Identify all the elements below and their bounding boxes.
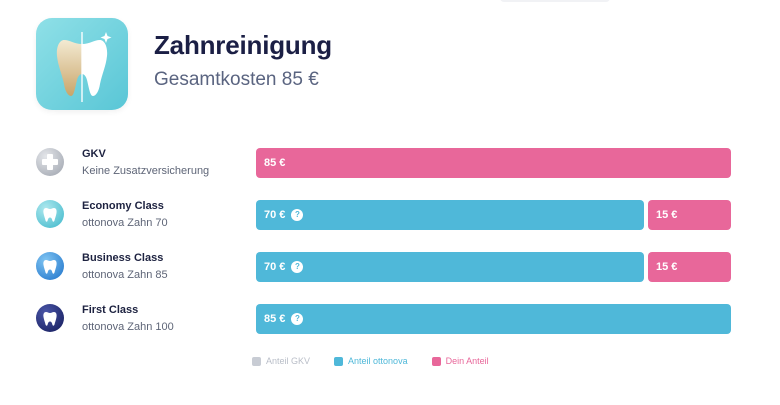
page-title: Zahnreinigung	[154, 29, 332, 60]
legend-swatch	[334, 356, 344, 366]
bar-amount: 85 €	[264, 313, 286, 325]
legend-label: Anteil ottonova	[348, 356, 408, 366]
tariff-row-first: First Class ottonova Zahn 100 85 €?	[36, 303, 736, 355]
bar-amount: 15 €	[656, 261, 678, 273]
ottonova-share-bar: 70 €?	[256, 200, 644, 230]
legend-swatch	[252, 356, 261, 366]
tooth-icon	[36, 200, 64, 228]
tooth-icon	[36, 304, 64, 332]
legend-swatch	[431, 356, 441, 366]
cost-bar: 70 €? 15 €	[256, 200, 731, 230]
cost-bar: 85 €	[256, 148, 731, 178]
legend-item: Anteil ottonova	[334, 356, 408, 366]
own-share-bar: 15 €	[648, 200, 731, 230]
bar-amount: 15 €	[656, 209, 678, 221]
legend-item: Dein Anteil	[431, 356, 489, 366]
tooth-cleaning-icon	[36, 18, 128, 110]
tariff-row-gkv: GKV Keine Zusatzversicherung 85 €	[36, 147, 736, 199]
help-icon[interactable]: ?	[291, 313, 304, 325]
legend-label: Anteil GKV	[266, 356, 311, 366]
legend-item: Anteil GKV	[252, 356, 310, 366]
header: Zahnreinigung Gesamtkosten 85 €	[36, 18, 332, 110]
own-share-bar: 15 €	[648, 252, 731, 282]
top-tab-indicator	[500, 0, 610, 2]
ottonova-share-bar: 85 €?	[256, 304, 731, 334]
ottonova-share-bar: 70 €?	[256, 252, 644, 282]
tariff-desc: ottonova Zahn 100	[82, 321, 174, 333]
plus-cross-icon	[36, 148, 64, 176]
tariff-desc: ottonova Zahn 85	[82, 269, 168, 281]
tariff-row-business: Business Class ottonova Zahn 85 70 €? 15 …	[36, 251, 736, 303]
total-cost: Gesamtkosten 85 €	[154, 68, 319, 90]
legend-label: Dein Anteil	[445, 356, 489, 366]
tariff-name: Economy Class	[82, 200, 164, 212]
cost-bar: 85 €?	[256, 304, 731, 334]
help-icon[interactable]: ?	[291, 209, 304, 221]
tariff-desc: Keine Zusatzversicherung	[82, 165, 210, 177]
bar-amount: 70 €	[264, 209, 286, 221]
tooth-icon	[36, 252, 64, 280]
cost-comparison: GKV Keine Zusatzversicherung 85 € Econom…	[36, 147, 736, 355]
help-icon[interactable]: ?	[291, 261, 304, 273]
cost-bar: 70 €? 15 €	[256, 252, 731, 282]
legend: Anteil GKV Anteil ottonova Dein Anteil	[252, 356, 513, 366]
tariff-name: First Class	[82, 304, 139, 316]
tariff-desc: ottonova Zahn 70	[82, 217, 168, 229]
own-share-bar: 85 €	[256, 148, 731, 178]
bar-amount: 85 €	[264, 157, 286, 169]
tariff-name: GKV	[82, 148, 106, 160]
bar-amount: 70 €	[264, 261, 286, 273]
tariff-row-economy: Economy Class ottonova Zahn 70 70 €? 15 €	[36, 199, 736, 251]
tariff-name: Business Class	[82, 252, 164, 264]
